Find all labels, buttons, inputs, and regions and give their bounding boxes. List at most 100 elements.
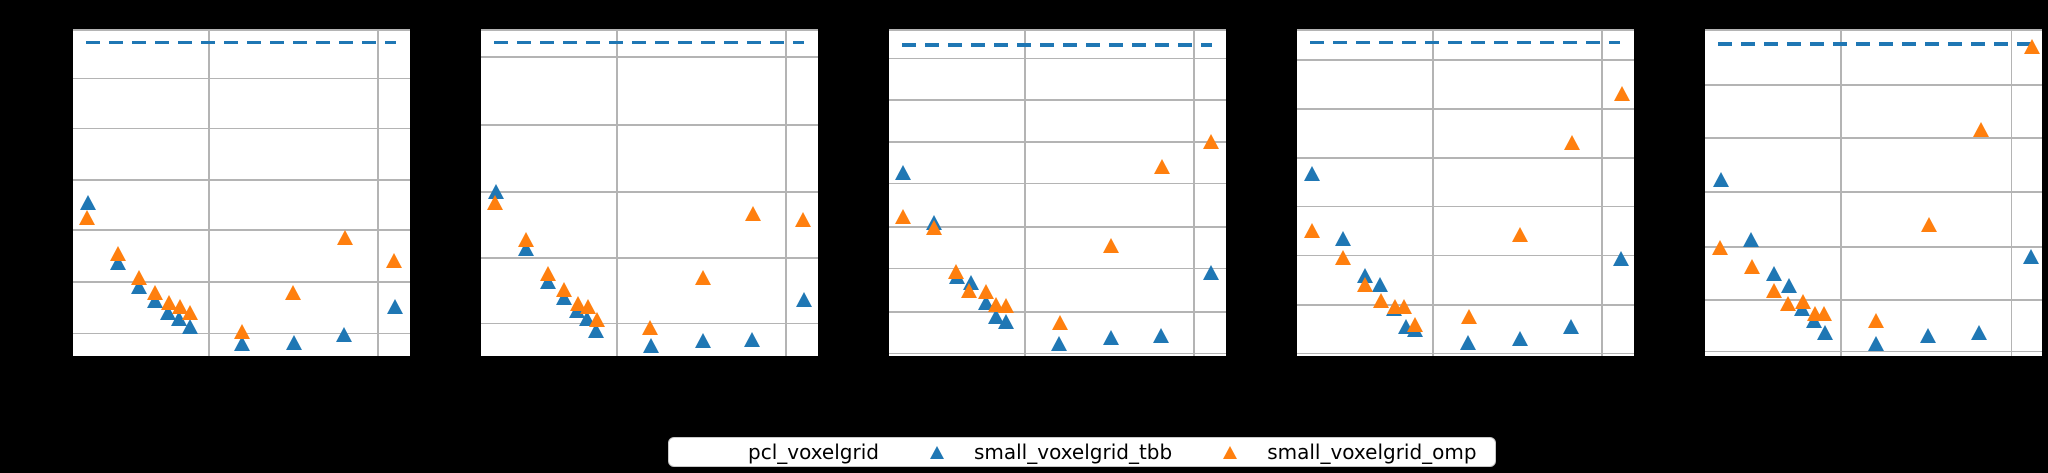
- marker-small_voxelgrid_omp: [1765, 282, 1782, 298]
- marker-small_voxelgrid_omp: [1407, 317, 1424, 333]
- marker-small_voxelgrid_omp: [1511, 227, 1528, 243]
- marker-small_voxelgrid_tbb: [1563, 319, 1580, 335]
- gridline-horizontal: [1297, 59, 1634, 61]
- gridline-horizontal: [889, 29, 1226, 31]
- gridline-horizontal: [1297, 205, 1634, 208]
- marker-small_voxelgrid_tbb: [285, 334, 302, 350]
- gridline-horizontal: [73, 127, 410, 130]
- gridline-horizontal: [1297, 352, 1634, 355]
- marker-small_voxelgrid_omp: [1564, 134, 1581, 150]
- marker-small_voxelgrid_omp: [486, 194, 503, 210]
- subplot-5: [1705, 29, 2042, 356]
- gridline-horizontal: [889, 226, 1226, 228]
- marker-small_voxelgrid_tbb: [1051, 336, 1068, 352]
- gridline-horizontal: [481, 29, 818, 31]
- gridline-horizontal: [889, 352, 1226, 355]
- marker-small_voxelgrid_omp: [1304, 223, 1321, 239]
- marker-small_voxelgrid_omp: [1334, 249, 1351, 265]
- gridline-vertical: [785, 29, 787, 356]
- marker-small_voxelgrid_omp: [961, 283, 978, 299]
- marker-small_voxelgrid_tbb: [1459, 334, 1476, 350]
- marker-small_voxelgrid_omp: [181, 305, 198, 321]
- gridline-vertical: [208, 29, 210, 356]
- gridline-horizontal: [889, 99, 1226, 101]
- marker-small_voxelgrid_omp: [1461, 309, 1478, 325]
- marker-small_voxelgrid_tbb: [79, 194, 96, 210]
- marker-small_voxelgrid_omp: [977, 284, 994, 300]
- marker-small_voxelgrid_omp: [642, 319, 659, 335]
- marker-small_voxelgrid_omp: [694, 269, 711, 285]
- subplot-4: [1297, 29, 1634, 356]
- gridline-horizontal: [889, 311, 1226, 313]
- marker-small_voxelgrid_omp: [2024, 38, 2041, 54]
- gridline-horizontal: [889, 182, 1226, 185]
- marker-small_voxelgrid_tbb: [1743, 232, 1759, 248]
- triangle-marker-icon: [1223, 445, 1238, 459]
- marker-small_voxelgrid_omp: [795, 212, 812, 228]
- baseline-dashed-line: [494, 41, 804, 45]
- marker-small_voxelgrid_omp: [745, 206, 762, 222]
- marker-small_voxelgrid_tbb: [894, 165, 911, 181]
- marker-small_voxelgrid_tbb: [1817, 324, 1834, 340]
- marker-small_voxelgrid_omp: [1816, 305, 1833, 321]
- legend-handle-omp: [1206, 445, 1254, 459]
- marker-small_voxelgrid_omp: [518, 232, 535, 248]
- marker-small_voxelgrid_tbb: [181, 318, 198, 334]
- gridline-vertical: [1601, 29, 1603, 356]
- marker-small_voxelgrid_omp: [998, 297, 1015, 313]
- gridline-vertical: [616, 29, 618, 356]
- legend-label-small-voxelgrid-omp: small_voxelgrid_omp: [1267, 440, 1477, 464]
- gridline-horizontal: [889, 57, 1226, 60]
- legend: pcl_voxelgrid small_voxelgrid_tbb small_…: [668, 437, 1496, 467]
- gridline-horizontal: [481, 257, 818, 259]
- marker-small_voxelgrid_omp: [1102, 238, 1119, 254]
- gridline-vertical: [1840, 29, 1842, 356]
- marker-small_voxelgrid_omp: [78, 210, 95, 225]
- marker-small_voxelgrid_omp: [579, 298, 596, 314]
- gridline-horizontal: [1705, 29, 2042, 31]
- legend-label-small-voxelgrid-tbb: small_voxelgrid_tbb: [973, 440, 1173, 464]
- baseline-dashed-line: [1718, 42, 2033, 46]
- marker-small_voxelgrid_omp: [1794, 293, 1811, 309]
- gridline-horizontal: [1297, 157, 1634, 159]
- gridline-horizontal: [1297, 304, 1634, 306]
- gridline-vertical: [1024, 29, 1026, 356]
- gridline-horizontal: [889, 141, 1226, 143]
- marker-small_voxelgrid_omp: [894, 209, 911, 225]
- gridline-horizontal: [1705, 84, 2042, 86]
- marker-small_voxelgrid_tbb: [1372, 276, 1389, 292]
- baseline-dashed-line: [1310, 41, 1620, 45]
- gridline-horizontal: [1297, 254, 1634, 257]
- legend-item-small-voxelgrid-omp: small_voxelgrid_omp: [1206, 440, 1477, 464]
- gridline-horizontal: [1297, 29, 1634, 31]
- gridline-horizontal: [73, 229, 410, 231]
- gridline-horizontal: [481, 56, 818, 58]
- gridline-horizontal: [73, 281, 410, 283]
- subplot-3: [889, 29, 1226, 356]
- marker-small_voxelgrid_omp: [1396, 298, 1413, 314]
- baseline-dashed-line: [902, 43, 1212, 47]
- legend-item-pcl-voxelgrid: pcl_voxelgrid: [687, 442, 879, 462]
- marker-small_voxelgrid_tbb: [1765, 265, 1782, 281]
- marker-small_voxelgrid_tbb: [336, 326, 353, 342]
- marker-small_voxelgrid_omp: [925, 220, 942, 236]
- marker-small_voxelgrid_omp: [386, 252, 403, 268]
- marker-small_voxelgrid_omp: [1203, 134, 1220, 150]
- marker-small_voxelgrid_tbb: [796, 291, 813, 307]
- marker-small_voxelgrid_tbb: [1304, 165, 1321, 181]
- gridline-horizontal: [1705, 191, 2042, 193]
- legend-label-pcl-voxelgrid: pcl_voxelgrid: [748, 440, 879, 464]
- marker-small_voxelgrid_tbb: [643, 337, 660, 353]
- subplot-2: [481, 29, 818, 356]
- marker-small_voxelgrid_omp: [1972, 121, 1989, 137]
- gridline-horizontal: [889, 267, 1226, 270]
- marker-small_voxelgrid_omp: [1744, 259, 1761, 275]
- legend-item-small-voxelgrid-tbb: small_voxelgrid_tbb: [913, 442, 1172, 462]
- marker-small_voxelgrid_omp: [539, 265, 556, 281]
- marker-small_voxelgrid_tbb: [1971, 324, 1988, 340]
- gridline-horizontal: [481, 124, 818, 126]
- marker-small_voxelgrid_omp: [130, 269, 147, 285]
- marker-small_voxelgrid_tbb: [1868, 335, 1885, 351]
- gridline-horizontal: [1705, 350, 2042, 353]
